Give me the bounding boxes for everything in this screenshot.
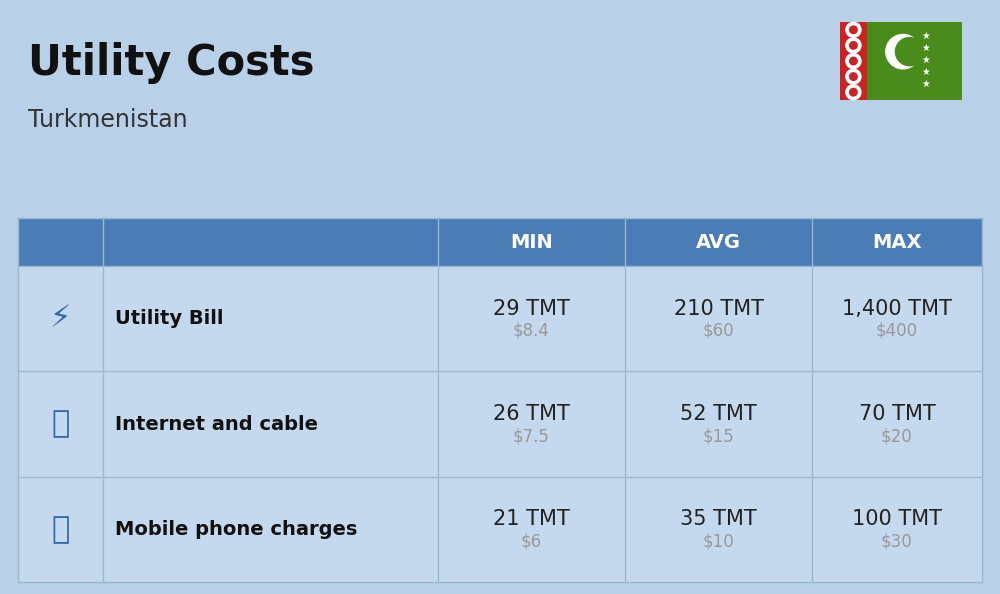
Text: $400: $400 — [876, 322, 918, 340]
Text: 📱: 📱 — [51, 515, 70, 544]
Bar — [840, 22, 867, 100]
Circle shape — [895, 37, 924, 66]
Text: ★: ★ — [921, 31, 930, 41]
Text: 52 TMT: 52 TMT — [680, 404, 757, 424]
Text: MAX: MAX — [872, 232, 922, 251]
Text: $15: $15 — [703, 427, 734, 445]
Text: Utility Bill: Utility Bill — [115, 309, 224, 328]
Circle shape — [846, 69, 861, 84]
Text: $10: $10 — [703, 532, 734, 550]
Bar — [18, 218, 982, 266]
Bar — [18, 266, 982, 371]
Circle shape — [850, 57, 857, 65]
Text: ⚡: ⚡ — [50, 304, 71, 333]
Text: $6: $6 — [521, 532, 542, 550]
Bar — [33, 397, 88, 451]
Text: 100 TMT: 100 TMT — [852, 509, 942, 529]
Circle shape — [846, 23, 861, 37]
Text: 📶: 📶 — [51, 409, 70, 438]
Text: ★: ★ — [921, 43, 930, 53]
Text: $7.5: $7.5 — [513, 427, 550, 445]
Bar — [33, 291, 88, 346]
Text: ★: ★ — [921, 67, 930, 77]
Text: Utility Costs: Utility Costs — [28, 42, 314, 84]
Text: 35 TMT: 35 TMT — [680, 509, 757, 529]
Text: 29 TMT: 29 TMT — [493, 299, 570, 318]
Text: 70 TMT: 70 TMT — [859, 404, 935, 424]
Bar — [18, 371, 982, 476]
Text: AVG: AVG — [696, 232, 741, 251]
Circle shape — [846, 85, 861, 100]
Text: ★: ★ — [921, 55, 930, 65]
Text: Mobile phone charges: Mobile phone charges — [115, 520, 357, 539]
Text: 21 TMT: 21 TMT — [493, 509, 570, 529]
Text: $8.4: $8.4 — [513, 322, 550, 340]
Bar — [18, 476, 982, 582]
Text: 210 TMT: 210 TMT — [674, 299, 764, 318]
Text: Internet and cable: Internet and cable — [115, 415, 318, 434]
Circle shape — [850, 42, 857, 49]
Text: $60: $60 — [703, 322, 734, 340]
Circle shape — [846, 38, 861, 53]
Text: Turkmenistan: Turkmenistan — [28, 108, 188, 132]
Text: ★: ★ — [921, 80, 930, 90]
Circle shape — [850, 26, 857, 33]
Circle shape — [850, 89, 857, 96]
Circle shape — [846, 53, 861, 68]
Text: MIN: MIN — [510, 232, 553, 251]
Text: 1,400 TMT: 1,400 TMT — [842, 299, 952, 318]
Bar — [33, 502, 88, 557]
Text: 26 TMT: 26 TMT — [493, 404, 570, 424]
Bar — [840, 22, 962, 100]
Circle shape — [850, 73, 857, 80]
Text: $20: $20 — [881, 427, 913, 445]
Text: $30: $30 — [881, 532, 913, 550]
Circle shape — [886, 34, 920, 69]
